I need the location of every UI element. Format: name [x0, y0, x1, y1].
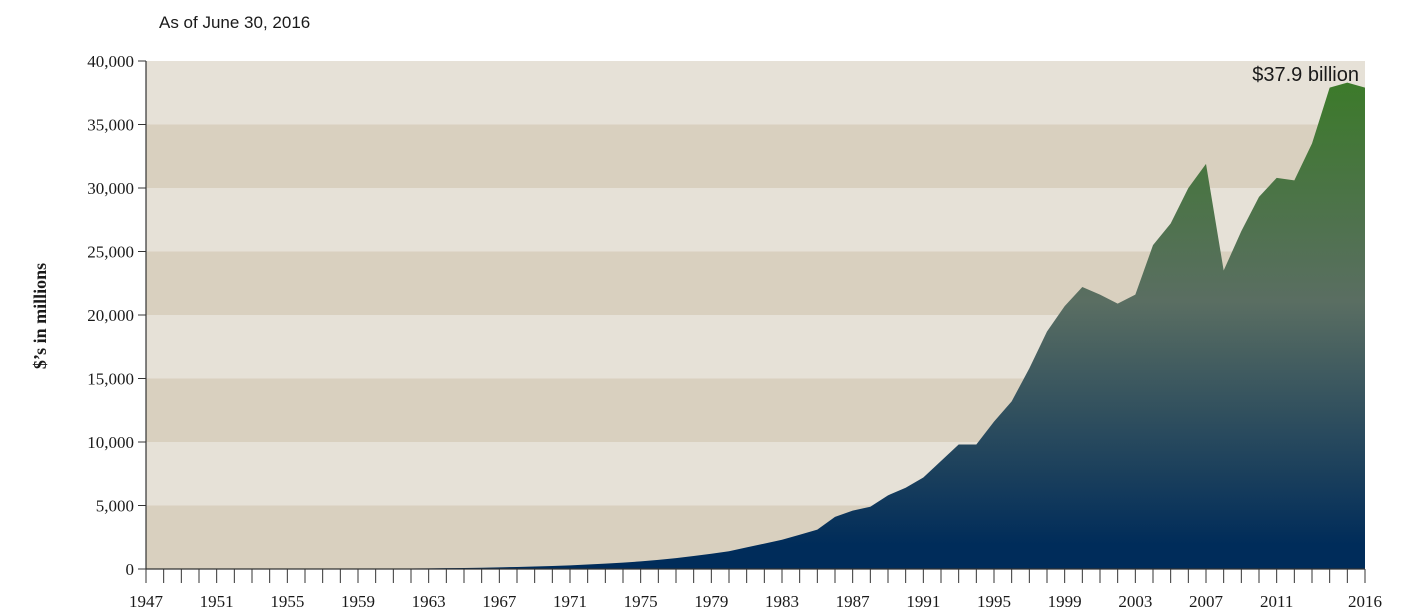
x-tick-label: 1991	[906, 592, 940, 611]
x-tick-label: 2016	[1348, 592, 1382, 611]
y-tick-label: 25,000	[87, 243, 134, 262]
x-axis-ticks: 1947 1951 1955 1959 1963 1967 1971 1975 1979 1983…	[129, 569, 1382, 611]
annotation-total: $37.9 billion	[1252, 64, 1359, 86]
x-tick-label: 2003	[1118, 592, 1152, 611]
x-tick-label: 1955	[270, 592, 304, 611]
x-tick-label: 1995	[977, 592, 1011, 611]
x-tick-label: 1999	[1048, 592, 1082, 611]
y-tick-label: 0	[126, 560, 135, 579]
x-tick-label: 1975	[624, 592, 658, 611]
y-tick-label: 10,000	[87, 433, 134, 452]
y-tick-label: 30,000	[87, 179, 134, 198]
area-series	[146, 82, 1365, 569]
y-tick-label: 40,000	[87, 52, 134, 71]
y-tick-label: 15,000	[87, 370, 134, 389]
y-axis-ticks: 0 5,000 10,000 15,000 20,000 25,000 30,000 35,0…	[87, 52, 146, 579]
y-axis-label: $’s in millions	[30, 263, 50, 369]
y-tick-label: 35,000	[87, 116, 134, 135]
x-tick-label: 1951	[200, 592, 234, 611]
background-band	[146, 61, 1365, 125]
x-tick-label: 1963	[412, 592, 446, 611]
chart-subtitle: As of June 30, 2016	[159, 13, 310, 32]
x-tick-label: 1979	[694, 592, 728, 611]
x-tick-label: 1987	[836, 592, 871, 611]
x-tick-label: 1971	[553, 592, 587, 611]
x-tick-label: 2007	[1189, 592, 1224, 611]
background-band	[146, 124, 1365, 188]
x-tick-label: 1947	[129, 592, 164, 611]
x-tick-label: 1983	[765, 592, 799, 611]
x-tick-label: 1967	[482, 592, 517, 611]
y-tick-label: 20,000	[87, 306, 134, 325]
x-tick-label: 2011	[1260, 592, 1293, 611]
y-tick-label: 5,000	[96, 497, 134, 516]
x-tick-label: 1959	[341, 592, 375, 611]
